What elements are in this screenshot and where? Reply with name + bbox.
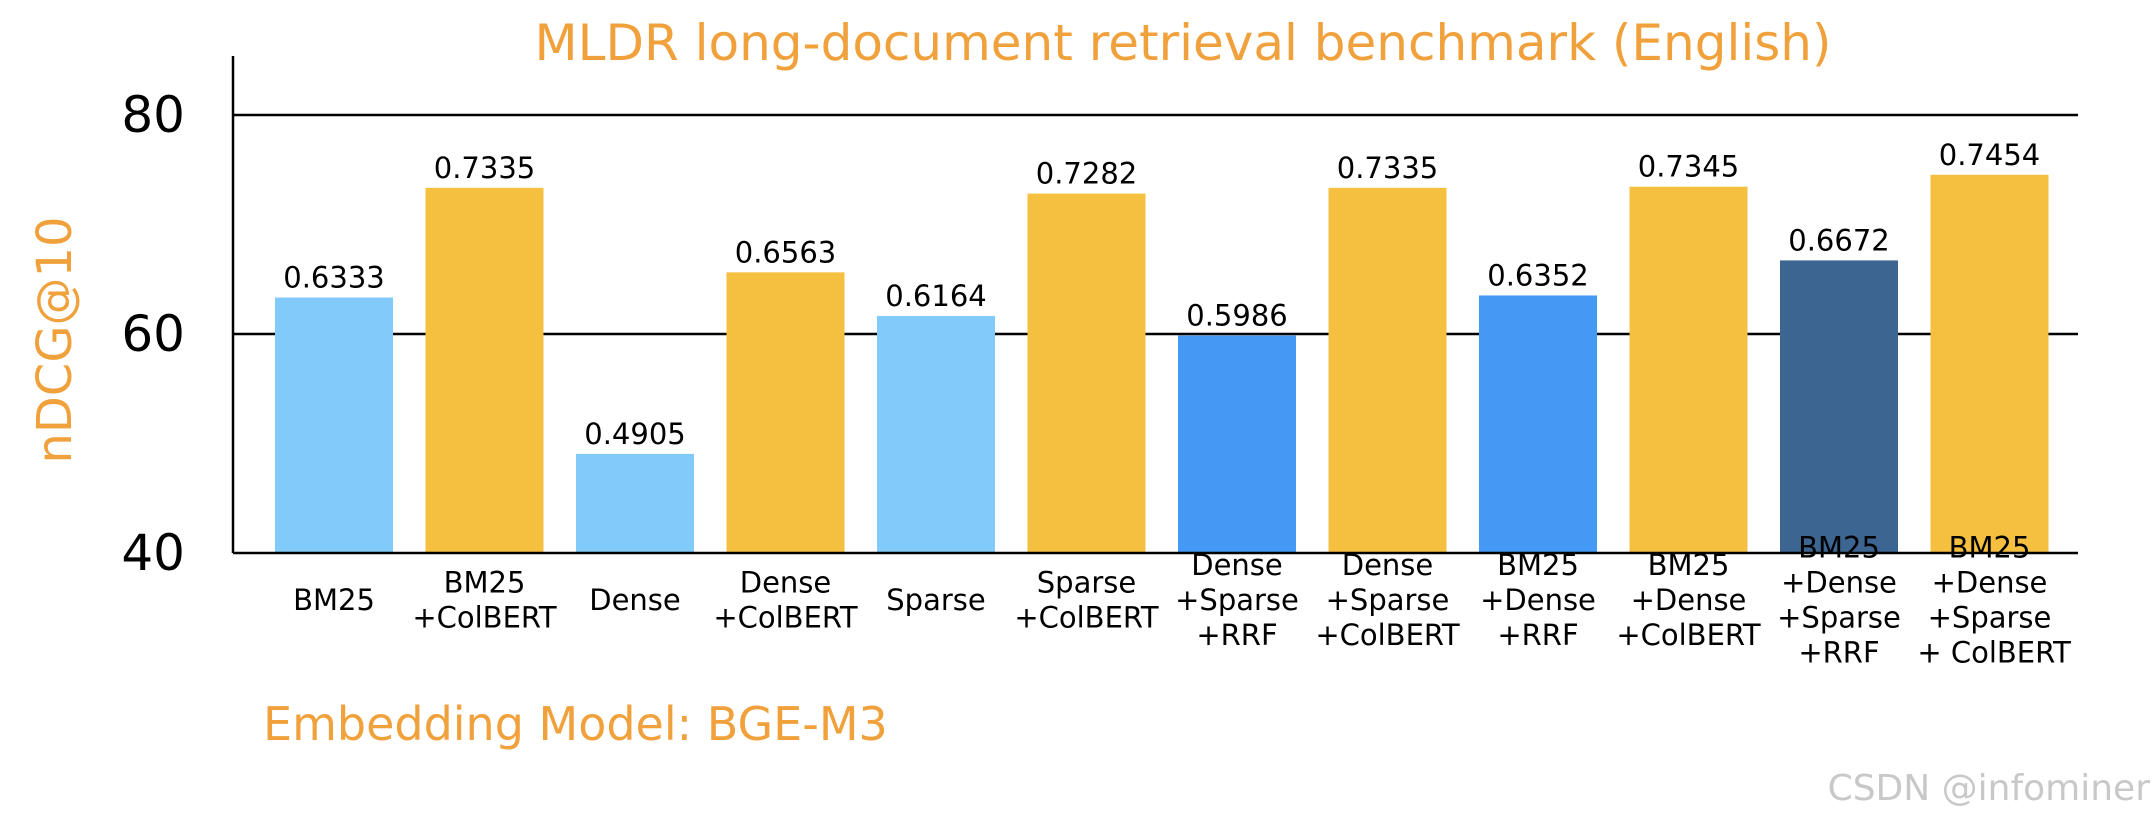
axis-layer: 40 60 80: [121, 56, 2078, 582]
bar: [275, 297, 393, 553]
x-tick-label-line: +Dense: [1932, 566, 2048, 600]
bar: [1629, 186, 1748, 553]
x-tick-label-line: BM25: [444, 566, 526, 600]
x-tick-label-line: +RRF: [1196, 618, 1277, 652]
y-tick-label: 80: [121, 86, 185, 144]
x-tick-label: Dense +Sparse +RRF: [1175, 548, 1299, 652]
data-label: 0.7282: [1036, 157, 1137, 191]
bar: [1328, 187, 1447, 553]
x-tick-label-line: +Sparse: [1175, 583, 1299, 617]
bar: [576, 453, 694, 553]
y-tick-label: 40: [121, 524, 185, 582]
x-tick-label-line: + ColBERT: [1908, 636, 2071, 670]
x-tick-label: Dense +Sparse +ColBERT: [1315, 548, 1460, 652]
x-tick-label: Sparse +ColBERT: [1014, 566, 1159, 635]
model-annotation: Embedding Model: BGE-M3: [263, 697, 888, 751]
x-tick-label-line: +ColBERT: [1616, 618, 1761, 652]
data-label: 0.7345: [1638, 150, 1739, 184]
x-tick-label-line: +Dense: [1781, 566, 1897, 600]
data-label: 0.6164: [885, 279, 986, 313]
watermark: CSDN @infominer: [1828, 768, 2151, 809]
y-axis-label: nDCG@10: [27, 216, 83, 463]
x-tick-label-line: Sparse: [1037, 566, 1136, 600]
bar: [1479, 295, 1597, 553]
x-tick-label-line: BM25: [1648, 548, 1730, 582]
x-tick-label-line: +Dense: [1480, 583, 1596, 617]
x-tick-label: Dense: [589, 583, 681, 617]
x-tick-label: Dense +ColBERT: [713, 566, 858, 635]
data-label: 0.5986: [1186, 299, 1287, 333]
x-tick-label-line: +ColBERT: [412, 601, 557, 635]
x-tick-label-line: +RRF: [1497, 618, 1578, 652]
data-label: 0.6563: [735, 235, 836, 269]
x-tick-label-line: BM25: [1949, 531, 2031, 565]
bar: [1780, 260, 1898, 553]
x-tick-label: Sparse: [886, 583, 985, 617]
data-label: 0.4905: [584, 417, 685, 451]
x-tick-label-line: Dense: [1342, 548, 1434, 582]
x-tick-label-line: +ColBERT: [713, 601, 858, 635]
bar: [1930, 174, 2049, 554]
bar: [425, 187, 544, 553]
data-label: 0.7335: [1337, 151, 1438, 185]
y-tick-label: 60: [121, 305, 185, 363]
x-tick-label-line: +Sparse: [1777, 601, 1901, 635]
x-tick-label-line: +Sparse: [1928, 601, 2052, 635]
x-tick-label-line: BM25: [293, 583, 375, 617]
bar: [1178, 335, 1296, 553]
x-tick-label: BM25 +ColBERT: [412, 566, 557, 635]
x-tick-label-line: Sparse: [886, 583, 985, 617]
data-label: 0.7454: [1939, 138, 2040, 172]
x-tick-label-line: BM25: [1798, 531, 1880, 565]
chart-title: MLDR long-document retrieval benchmark (…: [535, 14, 1832, 72]
x-tick-label-line: Dense: [1191, 548, 1283, 582]
data-label: 0.6333: [283, 261, 384, 295]
x-tick-label-line: Dense: [589, 583, 681, 617]
data-label: 0.6672: [1788, 223, 1889, 257]
bars-layer: [275, 174, 2049, 554]
x-tick-label: BM25: [293, 583, 375, 617]
bar: [877, 316, 995, 553]
x-tick-label-line: +ColBERT: [1014, 601, 1159, 635]
x-tick-label-line: +Sparse: [1326, 583, 1450, 617]
x-tick-label: BM25 +Dense +ColBERT: [1616, 548, 1761, 652]
x-tick-label-line: BM25: [1497, 548, 1579, 582]
x-tick-label-line: +RRF: [1798, 636, 1879, 670]
x-tick-label-line: Dense: [740, 566, 832, 600]
data-label: 0.6352: [1487, 258, 1588, 292]
x-tick-label: BM25 +Dense +Sparse +RRF: [1777, 531, 1901, 670]
bar: [726, 272, 845, 553]
bar: [1027, 193, 1146, 553]
x-tick-label-line: +Dense: [1631, 583, 1747, 617]
x-tick-label: BM25 +Dense +Sparse + ColBERT: [1908, 531, 2071, 670]
x-tick-label-line: +ColBERT: [1315, 618, 1460, 652]
data-label: 0.7335: [434, 151, 535, 185]
x-tick-label: BM25 +Dense +RRF: [1480, 548, 1596, 652]
